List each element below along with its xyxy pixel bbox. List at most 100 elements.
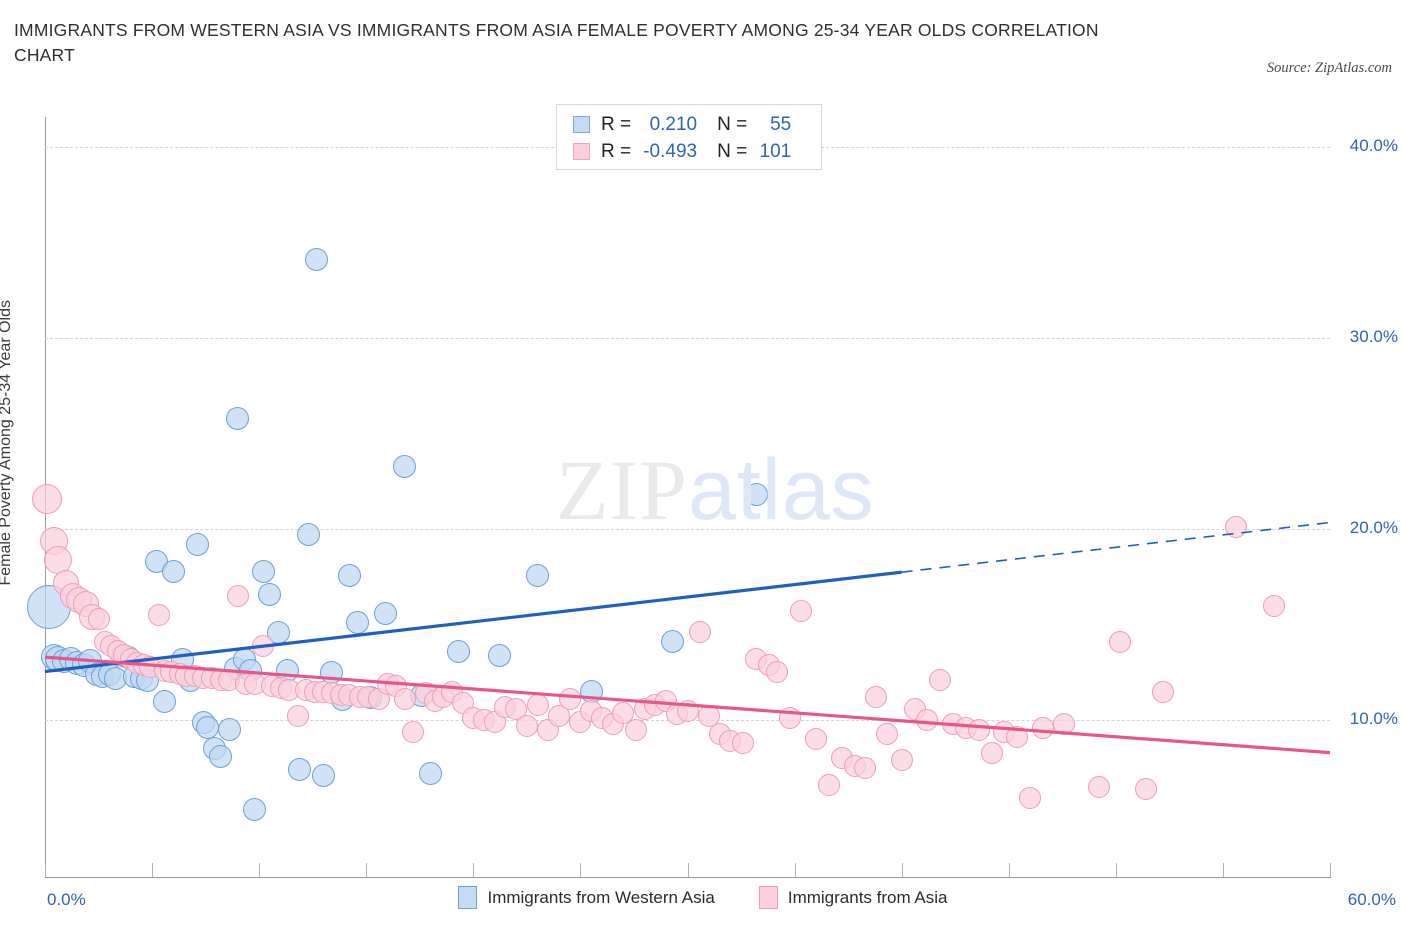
scatter-point bbox=[625, 718, 648, 741]
scatter-point bbox=[226, 406, 250, 430]
y-tick-label-40.0%: 40.0% bbox=[1349, 136, 1398, 156]
scatter-point bbox=[1263, 594, 1286, 617]
scatter-point bbox=[87, 607, 110, 630]
scatter-point bbox=[732, 732, 755, 755]
scatter-point bbox=[744, 483, 768, 507]
legend-swatch-asia bbox=[758, 886, 778, 909]
gridline-20.0% bbox=[45, 529, 1330, 531]
scatter-point bbox=[43, 545, 72, 574]
scatter-point bbox=[805, 728, 827, 751]
stats-n-key-blue: N = bbox=[717, 113, 748, 135]
stats-swatch-blue bbox=[573, 116, 590, 133]
stats-r-value-blue: 0.210 bbox=[649, 113, 698, 135]
scatter-point bbox=[217, 718, 241, 742]
scatter-point bbox=[185, 532, 209, 556]
x-tick-label-max: 60.0% bbox=[1347, 890, 1396, 909]
source-attribution: Source: ZipAtlas.com bbox=[1266, 60, 1392, 76]
scatter-point bbox=[258, 582, 282, 606]
x-tick-10 bbox=[259, 863, 261, 877]
scatter-point bbox=[1032, 716, 1055, 739]
scatter-point bbox=[147, 604, 170, 627]
scatter-point bbox=[337, 563, 361, 587]
scatter-point bbox=[1151, 680, 1174, 703]
chart-title-line-1: IMMIGRANTS FROM WESTERN ASIA VS IMMIGRAN… bbox=[14, 20, 1099, 40]
scatter-point bbox=[1224, 516, 1247, 539]
scatter-point bbox=[288, 758, 312, 782]
scatter-point bbox=[1087, 776, 1110, 799]
trend-lines-layer bbox=[44, 521, 1331, 755]
scatter-point bbox=[676, 699, 699, 722]
stats-r-value-pink: -0.493 bbox=[643, 140, 698, 162]
legend-label-western-asia: Immigrants from Western Asia bbox=[487, 887, 715, 907]
scatter-point bbox=[558, 688, 581, 711]
y-tick-label-10.0%: 10.0% bbox=[1349, 709, 1398, 729]
correlation-stats-box: R = 0.210 N = 55 R = -0.493 N = 101 bbox=[556, 104, 822, 170]
scatter-point bbox=[854, 756, 877, 779]
scatter-point bbox=[790, 600, 812, 623]
scatter-point bbox=[929, 669, 952, 692]
x-axis-line bbox=[45, 877, 1331, 878]
stats-row-western-asia: R = 0.210 N = 55 bbox=[573, 111, 811, 138]
scatter-point bbox=[916, 709, 939, 732]
scatter-point bbox=[446, 639, 470, 663]
plot-area bbox=[27, 117, 1331, 877]
x-tick-40 bbox=[901, 863, 903, 877]
scatter-point bbox=[515, 714, 538, 737]
stats-n-key-pink: N = bbox=[717, 140, 748, 162]
scatter-point bbox=[243, 798, 267, 822]
scatter-point bbox=[864, 686, 887, 709]
x-tick-0 bbox=[45, 863, 46, 877]
scatter-point bbox=[1053, 713, 1076, 735]
x-tick-20 bbox=[473, 863, 475, 877]
scatter-point bbox=[296, 523, 320, 547]
scatter-point bbox=[689, 621, 712, 644]
x-tick-45 bbox=[1008, 863, 1010, 877]
scatter-point bbox=[980, 741, 1003, 764]
scatter-point bbox=[1006, 726, 1029, 749]
scatter-point bbox=[419, 762, 442, 786]
scatter-point bbox=[766, 661, 789, 684]
chart-title-line-2: CHART bbox=[14, 44, 75, 65]
y-tick-label-20.0%: 20.0% bbox=[1349, 518, 1398, 538]
y-tick-label-30.0%: 30.0% bbox=[1349, 327, 1398, 347]
x-tick-15 bbox=[366, 863, 368, 877]
scatter-point bbox=[162, 559, 185, 583]
scatter-point bbox=[196, 716, 220, 740]
stats-n-value-blue: 55 bbox=[770, 113, 792, 135]
scatter-point bbox=[967, 718, 990, 741]
scatter-point bbox=[487, 643, 511, 667]
scatter-point bbox=[890, 749, 913, 772]
x-tick-55 bbox=[1222, 863, 1224, 877]
legend-swatch-western-asia bbox=[458, 886, 478, 909]
scatter-point bbox=[346, 611, 370, 635]
x-tick-35 bbox=[794, 863, 796, 877]
scatter-point bbox=[252, 634, 275, 657]
stats-row-asia: R = -0.493 N = 101 bbox=[573, 138, 811, 165]
scatter-point bbox=[1109, 630, 1132, 653]
gridline-30.0% bbox=[45, 338, 1330, 340]
scatter-point bbox=[817, 774, 840, 797]
scatter-point bbox=[305, 248, 329, 272]
series-legend: Immigrants from Western Asia Immigrants … bbox=[0, 886, 1406, 909]
stats-n-value-pink: 101 bbox=[759, 140, 792, 162]
scatter-point bbox=[153, 689, 177, 713]
scatter-point bbox=[526, 563, 550, 587]
scatter-point bbox=[402, 720, 425, 743]
x-tick-30 bbox=[687, 863, 689, 877]
scatter-point bbox=[32, 483, 63, 514]
scatter-point bbox=[1019, 787, 1042, 810]
x-tick-60 bbox=[1330, 863, 1331, 877]
scatter-point bbox=[779, 707, 802, 730]
x-tick-label-min: 0.0% bbox=[47, 890, 86, 909]
scatter-point bbox=[661, 630, 684, 654]
scatter-point bbox=[311, 764, 335, 788]
legend-item-asia[interactable]: Immigrants from Asia bbox=[758, 886, 948, 909]
scatter-point bbox=[875, 722, 898, 745]
stats-r-key-blue: R = bbox=[601, 113, 632, 135]
scatter-point bbox=[393, 688, 416, 711]
stats-r-key-pink: R = bbox=[601, 140, 632, 162]
legend-label-asia: Immigrants from Asia bbox=[787, 887, 948, 907]
y-axis-title: Female Poverty Among 25-34 Year Olds bbox=[0, 300, 14, 586]
legend-item-western-asia[interactable]: Immigrants from Western Asia bbox=[458, 886, 715, 909]
